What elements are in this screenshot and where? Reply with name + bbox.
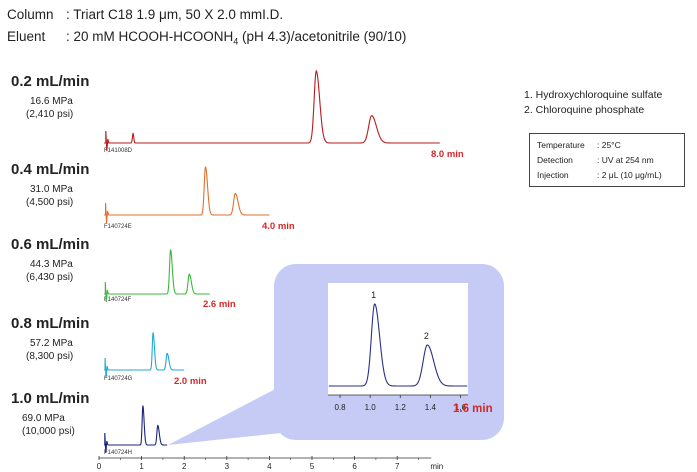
compound-2: 2. Chloroquine phosphate: [524, 104, 645, 116]
x-tick-label-2: 2: [182, 462, 187, 471]
series-line-2: [104, 249, 210, 303]
zoom-x-tick-label-1: 1.0: [365, 403, 377, 412]
x-tick-label-5: 5: [310, 462, 315, 471]
eluent-subscript: 4: [233, 36, 239, 47]
callout-pointer: [168, 386, 281, 445]
pressure-psi-3: (8,300 psi): [26, 351, 74, 362]
zoom-x-tick-label-4: 1.6: [455, 403, 467, 412]
flow-label-1: 0.4 mL/min: [11, 161, 90, 178]
flow-label-0: 0.2 mL/min: [11, 73, 90, 90]
series-line-3: [104, 331, 185, 379]
condition-value: : UV at 254 nm: [597, 155, 654, 165]
file-id-4: F140724H: [104, 450, 133, 456]
x-tick-label-7: 7: [395, 462, 400, 471]
condition-value: : 2 μL (10 μg/mL): [597, 170, 662, 180]
zoom-panel: [328, 283, 468, 395]
file-id-0: F141008D: [104, 148, 133, 154]
condition-key: Injection: [537, 170, 569, 180]
x-tick-label-6: 6: [352, 462, 357, 471]
pressure-mpa-0: 16.6 MPa: [30, 96, 73, 107]
pressure-mpa-4: 69.0 MPa: [22, 413, 65, 424]
pressure-psi-4: (10,000 psi): [22, 426, 75, 437]
pressure-psi-1: (4,500 psi): [26, 197, 74, 208]
pressure-psi-0: (2,410 psi): [26, 109, 74, 120]
x-axis-label: min: [430, 462, 443, 471]
x-tick-label-3: 3: [225, 462, 230, 471]
zoom-series-line: [328, 303, 468, 387]
column-label: Column: [7, 7, 54, 22]
end-time-1: 4.0 min: [262, 221, 295, 232]
eluent-value-pre: : 20 mM HCOOH-HCOONH: [66, 29, 234, 44]
zoom-peak-label-2: 2: [424, 331, 429, 341]
x-tick-label-1: 1: [139, 462, 144, 471]
flow-label-3: 0.8 mL/min: [11, 315, 90, 332]
pressure-mpa-2: 44.3 MPa: [30, 259, 73, 270]
zoom-x-tick-label-3: 1.4: [425, 403, 437, 412]
flow-label-2: 0.6 mL/min: [11, 236, 90, 253]
eluent-label: Eluent: [7, 29, 46, 44]
condition-temperature: Temperature : 25°C: [537, 138, 676, 153]
zoom-x-tick-label-2: 1.2: [395, 403, 407, 412]
zoom-peak-label-1: 1: [371, 290, 376, 300]
condition-key: Temperature: [537, 140, 585, 150]
zoom-x-tick-label-0: 0.8: [334, 403, 346, 412]
eluent-value-post: (pH 4.3)/acetonitrile (90/10): [238, 29, 407, 44]
file-id-1: F140724E: [104, 224, 132, 230]
compound-1: 1. Hydroxychloroquine sulfate: [524, 89, 663, 101]
series-line-1: [104, 165, 270, 224]
end-time-0: 8.0 min: [431, 149, 464, 160]
condition-detection: Detection : UV at 254 nm: [537, 153, 676, 168]
pressure-psi-2: (6,430 psi): [26, 272, 74, 283]
x-tick-label-4: 4: [267, 462, 272, 471]
conditions-box: Temperature : 25°C Detection : UV at 254 n…: [529, 133, 685, 187]
condition-key: Detection: [537, 155, 573, 165]
pressure-mpa-3: 57.2 MPa: [30, 338, 73, 349]
zoom-end-time: 1.6 min: [453, 403, 493, 415]
file-id-2: F140724F: [104, 297, 132, 303]
series-line-0: [104, 69, 440, 152]
end-time-3: 2.0 min: [174, 376, 207, 387]
condition-value: : 25°C: [597, 140, 621, 150]
file-id-3: F140724G: [104, 376, 133, 382]
eluent-value: : 20 mM HCOOH-HCOONH4 (pH 4.3)/acetonitr…: [66, 29, 406, 47]
flow-label-4: 1.0 mL/min: [11, 390, 90, 407]
series-line-4: [104, 405, 168, 454]
pressure-mpa-1: 31.0 MPa: [30, 184, 73, 195]
end-time-2: 2.6 min: [203, 299, 236, 310]
column-value: : Triart C18 1.9 μm, 50 X 2.0 mmI.D.: [66, 7, 284, 22]
condition-injection: Injection : 2 μL (10 μg/mL): [537, 168, 676, 183]
x-tick-label-0: 0: [97, 462, 102, 471]
